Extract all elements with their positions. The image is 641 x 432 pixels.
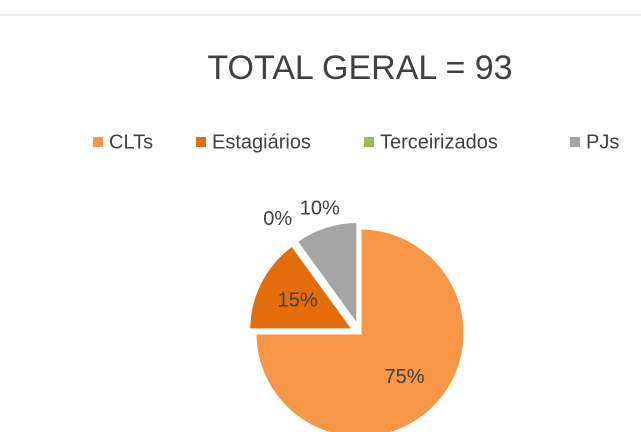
- legend-label: Terceirizados: [380, 131, 498, 153]
- data-label: 75%: [385, 366, 425, 388]
- legend-marker: [570, 137, 580, 147]
- legend-marker: [196, 137, 206, 147]
- data-label: 0%: [263, 208, 292, 230]
- legend-marker: [364, 137, 374, 147]
- pie-slice: [253, 226, 467, 432]
- legend-label: Estagiários: [212, 131, 311, 153]
- legend-label: PJs: [586, 131, 619, 153]
- data-label: 10%: [300, 198, 340, 220]
- pie-slice: [247, 242, 357, 332]
- chart-title: TOTAL GERAL = 93: [207, 49, 512, 87]
- data-label: 15%: [278, 290, 318, 312]
- legend-label: CLTs: [109, 131, 153, 153]
- legend-marker: [93, 137, 103, 147]
- pie-slice: [294, 219, 360, 331]
